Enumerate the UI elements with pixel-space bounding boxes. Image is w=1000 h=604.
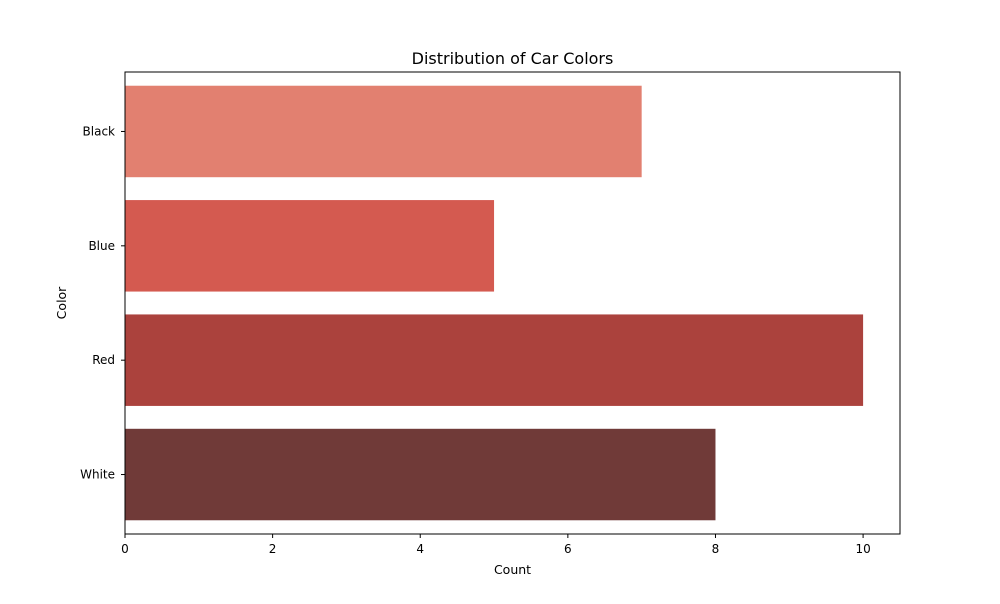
x-tick-label: 10	[855, 542, 870, 556]
chart-title: Distribution of Car Colors	[412, 49, 614, 68]
x-tick-label: 6	[564, 542, 572, 556]
y-tick-label: White	[80, 468, 115, 482]
y-tick-label: Black	[83, 124, 116, 138]
x-tick-label: 4	[416, 542, 424, 556]
bar-black	[125, 85, 642, 178]
bar-white	[125, 428, 716, 521]
bar-blue	[125, 200, 495, 292]
y-axis-label: Color	[54, 286, 69, 319]
y-tick-label: Red	[92, 353, 115, 367]
bar-red	[125, 314, 864, 406]
x-tick-label: 0	[121, 542, 129, 556]
bars-group	[125, 85, 864, 521]
x-axis-label: Count	[494, 562, 531, 577]
x-axis: 0 2 4 6 8 10	[121, 534, 871, 556]
y-axis: Black Blue Red White	[80, 124, 125, 482]
plot-frame	[124, 71, 901, 535]
x-tick-label: 2	[269, 542, 277, 556]
y-tick-label: Blue	[88, 239, 115, 253]
x-tick-label: 8	[712, 542, 720, 556]
